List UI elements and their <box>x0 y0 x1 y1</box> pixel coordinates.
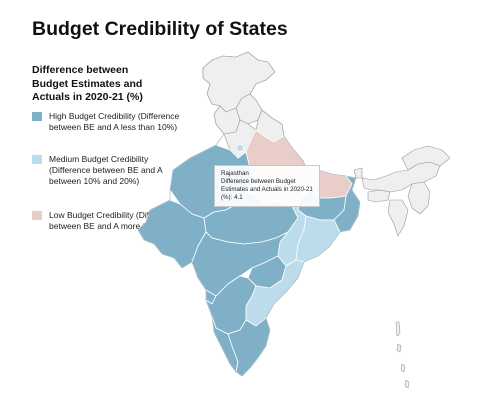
tooltip-metric: Difference between Budget Estimates and … <box>221 178 313 201</box>
legend-swatch-low <box>32 211 42 220</box>
state-meghalaya[interactable] <box>367 189 391 203</box>
map-tooltip: Rajasthan Difference between Budget Esti… <box>214 165 320 207</box>
legend-label-high: High Budget Credibility (Difference betw… <box>49 111 180 132</box>
tooltip-state: Rajasthan <box>221 170 249 177</box>
state-nagaland-manipur[interactable] <box>407 181 431 215</box>
state-sikkim[interactable] <box>353 167 363 179</box>
country-outline <box>137 51 361 377</box>
state-mizoram-tripura[interactable] <box>387 199 409 237</box>
legend-label-low: Low Budget Credibility (Difference betwe… <box>49 210 182 231</box>
legend-swatch-medium <box>32 155 42 164</box>
legend-swatch-high <box>32 112 42 121</box>
tooltip-value: 4.1 <box>234 194 243 201</box>
islands-andaman-nicobar <box>395 321 410 389</box>
page-title: Budget Credibility of States <box>32 18 288 40</box>
state-assam[interactable] <box>361 161 441 193</box>
legend-title: Difference between Budget Estimates and … <box>32 64 143 103</box>
state-delhi[interactable] <box>235 143 245 153</box>
state-arunachal-pradesh[interactable] <box>401 145 451 171</box>
legend-label-medium: Medium Budget Credibility (Difference be… <box>49 154 163 186</box>
